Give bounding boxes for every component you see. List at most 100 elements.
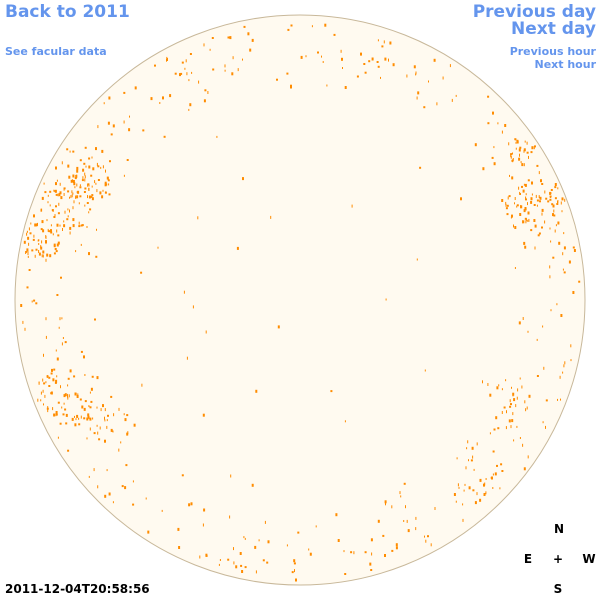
- facula-spot: [526, 151, 529, 154]
- facula-spot: [508, 195, 511, 198]
- facula-spot: [53, 216, 56, 218]
- facula-spot: [89, 391, 91, 394]
- facula-spot: [521, 185, 523, 188]
- facula-spot: [536, 199, 539, 202]
- facula-spot: [86, 437, 88, 440]
- facula-spot: [479, 498, 482, 502]
- facula-spot: [54, 381, 57, 384]
- facula-spot: [97, 125, 99, 129]
- facula-spot: [61, 406, 63, 409]
- facula-spot: [65, 413, 68, 417]
- facula-spot: [293, 559, 296, 563]
- facula-spot: [416, 258, 418, 261]
- facula-spot: [49, 190, 52, 193]
- facula-spot: [61, 342, 63, 346]
- facula-spot: [192, 305, 194, 309]
- facula-spot: [515, 404, 517, 408]
- facula-spot: [472, 489, 475, 492]
- facula-spot: [45, 381, 47, 384]
- facula-spot: [544, 220, 546, 224]
- facula-spot: [520, 161, 522, 164]
- facula-spot: [489, 393, 492, 397]
- facula-spot: [555, 224, 557, 227]
- facula-spot: [47, 406, 49, 409]
- facula-spot: [104, 419, 106, 422]
- facula-spot: [20, 304, 23, 307]
- facula-spot: [56, 229, 58, 233]
- facula-spot: [501, 388, 503, 391]
- facula-spot: [489, 432, 491, 435]
- facula-spot: [42, 254, 44, 258]
- facula-spot: [38, 239, 40, 242]
- facula-spot: [286, 544, 288, 547]
- facula-spot: [104, 181, 107, 184]
- facula-spot: [549, 227, 551, 230]
- facula-spot: [519, 213, 522, 216]
- back-to-year-link[interactable]: Back to 2011: [5, 2, 130, 22]
- facula-spot: [503, 406, 506, 409]
- facula-spot: [377, 65, 380, 68]
- facula-spot: [564, 361, 566, 365]
- facula-spot: [42, 250, 45, 254]
- facula-spot: [493, 162, 496, 166]
- facula-spot: [522, 220, 525, 224]
- facula-spot: [518, 186, 520, 190]
- facula-spot: [286, 72, 289, 75]
- facula-spot: [84, 204, 86, 207]
- facula-spot: [64, 341, 67, 344]
- facula-spot: [73, 375, 76, 378]
- facula-spot: [64, 393, 67, 397]
- previous-hour-link[interactable]: Previous hour: [509, 45, 596, 58]
- facula-spot: [26, 232, 28, 236]
- facula-spot: [533, 204, 536, 206]
- next-hour-link[interactable]: Next hour: [534, 58, 597, 71]
- facular-spots: [20, 23, 581, 582]
- facula-spot: [385, 298, 387, 301]
- facula-spot: [549, 198, 552, 201]
- facula-spot: [563, 364, 565, 368]
- facula-spot: [254, 545, 257, 549]
- facula-spot: [44, 394, 46, 398]
- next-day-link[interactable]: Next day: [511, 19, 596, 39]
- facula-spot: [525, 196, 527, 200]
- facula-spot: [33, 214, 35, 218]
- facula-spot: [563, 232, 565, 235]
- facula-spot: [101, 195, 104, 199]
- facula-spot: [88, 157, 91, 160]
- facula-spot: [262, 559, 265, 562]
- see-facular-data-link[interactable]: See facular data: [5, 45, 107, 58]
- facula-spot: [53, 252, 56, 255]
- facula-spot: [251, 38, 254, 42]
- facula-spot: [132, 480, 134, 483]
- facula-spot: [53, 413, 56, 417]
- facula-spot: [46, 407, 49, 410]
- facula-spot: [55, 193, 58, 196]
- facula-spot: [554, 197, 557, 200]
- facula-spot: [335, 513, 338, 517]
- facula-spot: [492, 473, 494, 476]
- facula-spot: [47, 194, 49, 197]
- facula-spot: [55, 413, 57, 417]
- facula-spot: [538, 232, 541, 235]
- facula-spot: [50, 224, 52, 227]
- facula-spot: [88, 211, 90, 214]
- facula-spot: [27, 236, 30, 240]
- facula-spot: [56, 357, 59, 361]
- facula-spot: [521, 163, 524, 167]
- facula-spot: [506, 410, 507, 414]
- facula-spot: [270, 215, 272, 219]
- facula-spot: [370, 569, 373, 571]
- facula-spot: [52, 407, 54, 411]
- facula-spot: [516, 396, 518, 400]
- facula-spot: [78, 423, 81, 426]
- facula-spot: [521, 385, 523, 389]
- facula-spot: [63, 187, 65, 191]
- facula-spot: [510, 403, 512, 406]
- facula-spot: [510, 153, 513, 156]
- facula-spot: [43, 353, 44, 357]
- facula-spot: [166, 58, 167, 62]
- facula-spot: [32, 238, 35, 241]
- previous-day-link[interactable]: Previous day: [472, 2, 596, 22]
- facula-spot: [34, 254, 36, 258]
- facula-spot: [563, 271, 566, 274]
